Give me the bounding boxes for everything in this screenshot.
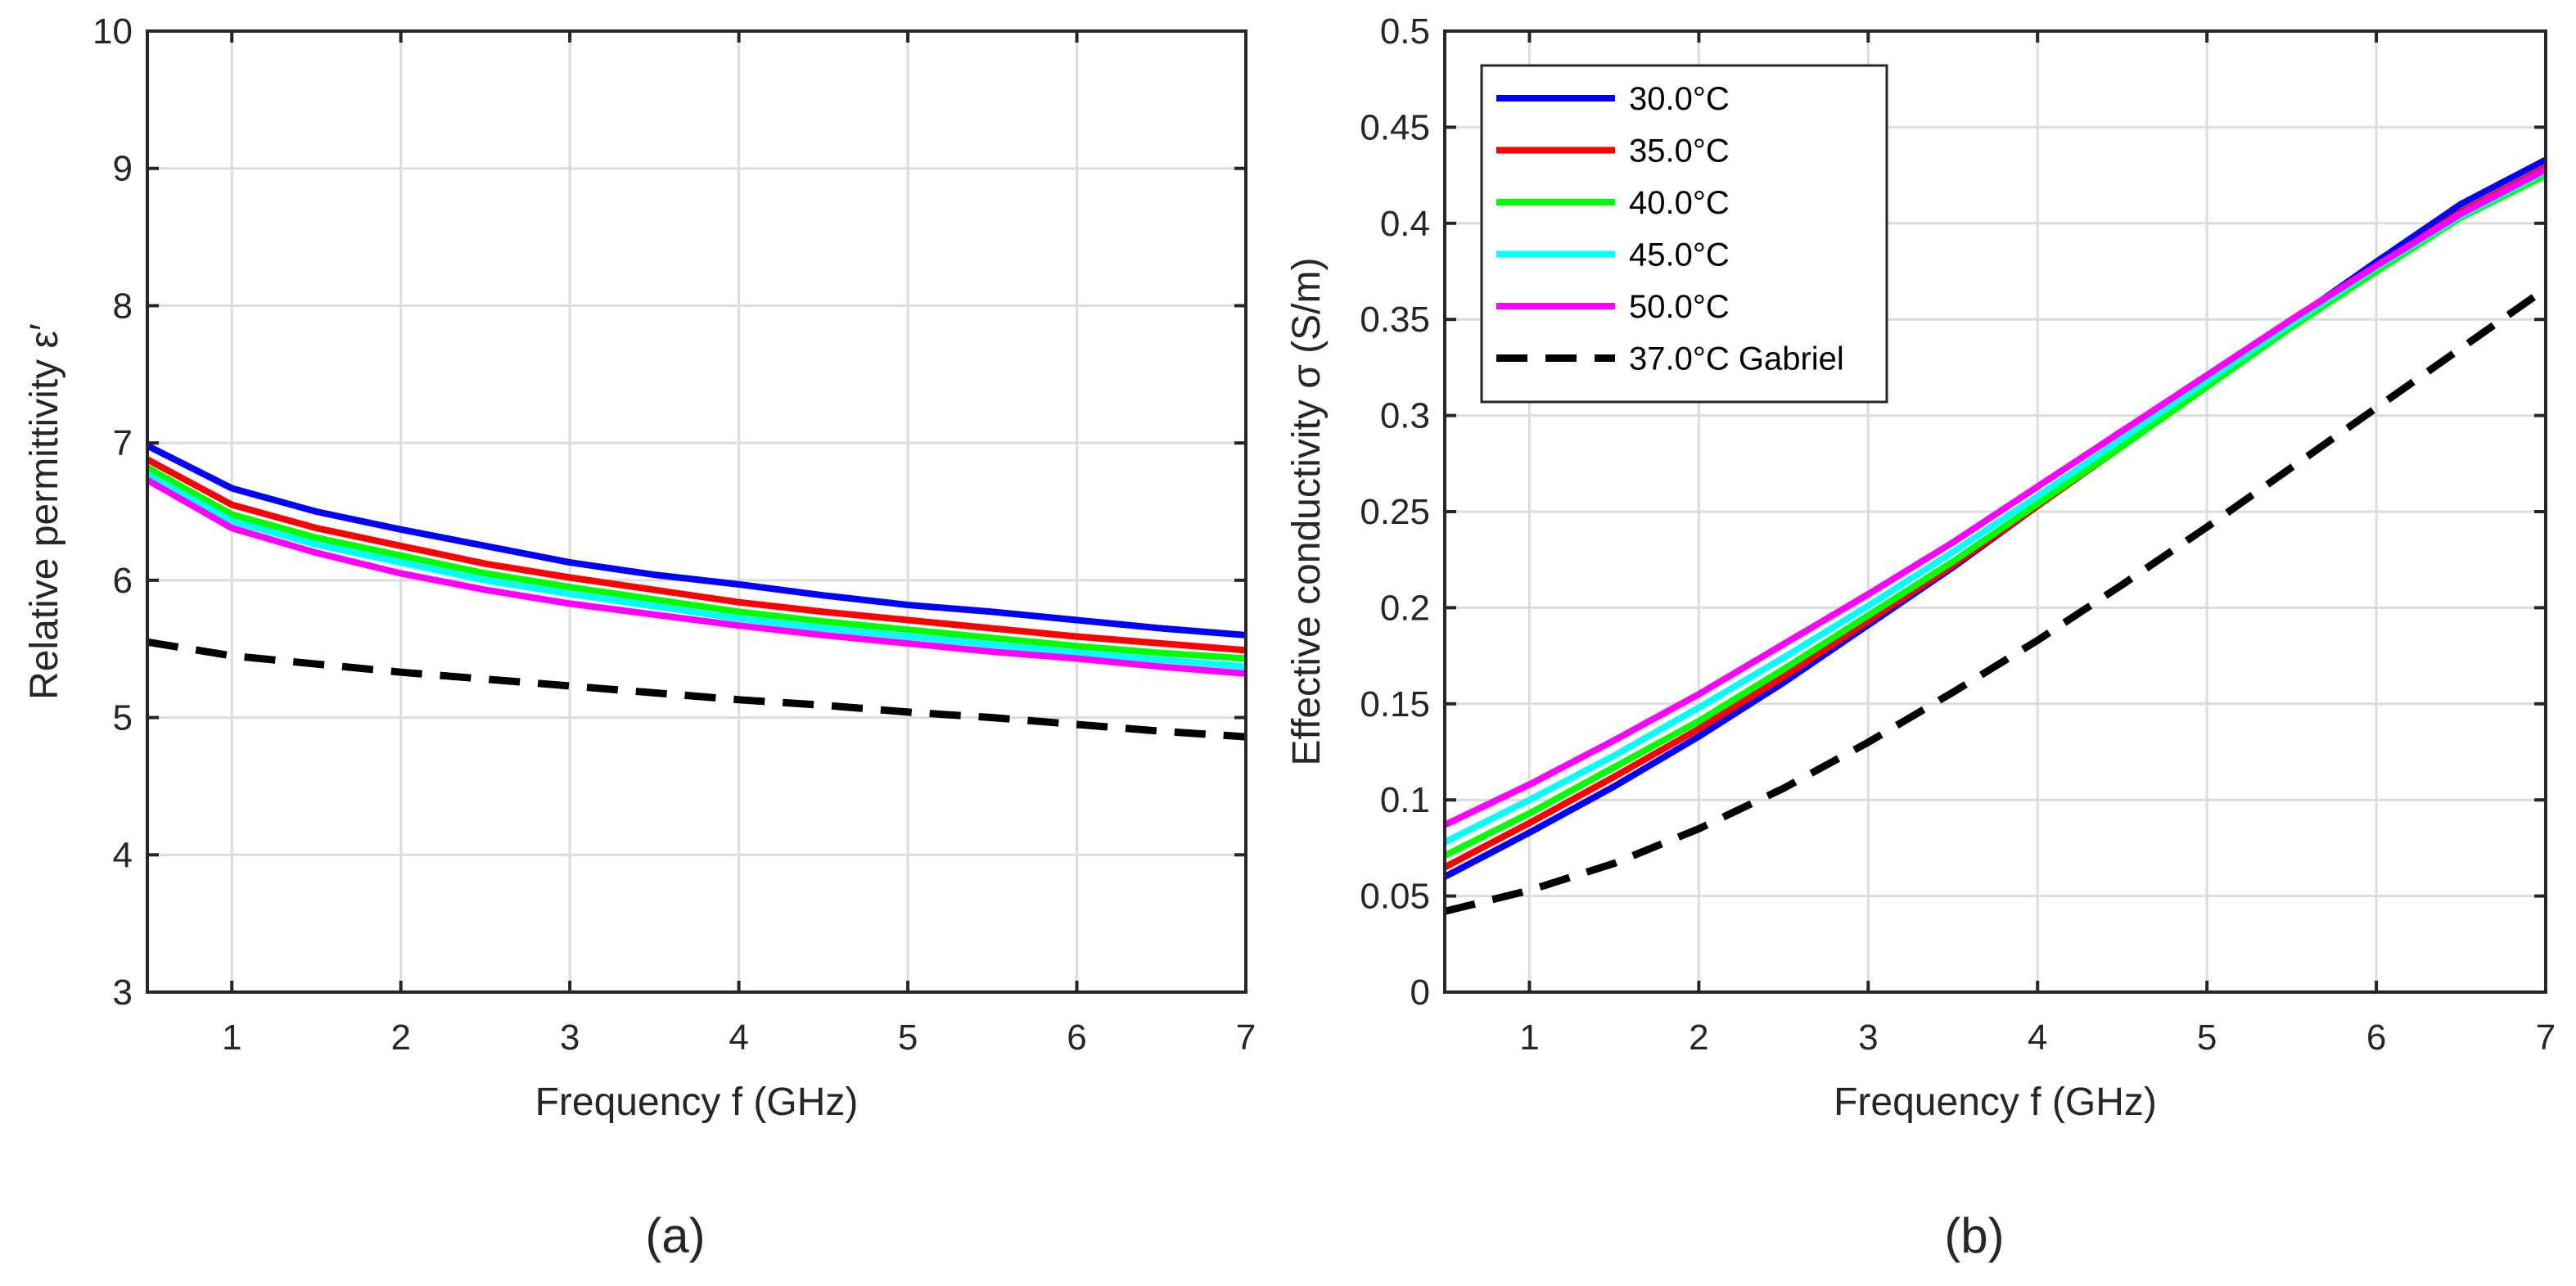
panel-a-xtick-label-2: 3 — [560, 1018, 580, 1058]
panel-a-series-5 — [147, 638, 1247, 741]
panel-b-ytick-label-4: 0.2 — [1380, 588, 1430, 628]
panel-b: 1 2 3 4 5 6 7 0 0.05 0.1 0.15 0.2 0.25 0.3 0.35 0.4 0.45… — [1285, 11, 2556, 1263]
panel-a-ytick-label-1: 4 — [113, 835, 133, 875]
panel-b-legend: 30.0°C 35.0°C 40.0°C 45.0°C 50.0°C 37.0°C Gab… — [1480, 64, 1888, 404]
panel-a-ytick-label-4: 7 — [113, 423, 133, 463]
panel-b-series-5 — [1443, 285, 2548, 915]
panel-a-series-0 — [146, 442, 1247, 638]
panel-a-series-group — [146, 442, 1247, 741]
panel-a-ytick-label-5: 8 — [113, 286, 133, 326]
panel-a-xtick-label-6: 7 — [1236, 1018, 1256, 1058]
panel-a-series-3 — [146, 472, 1247, 670]
panel-a-ylabel: Relative permittivity ε′ — [23, 323, 66, 700]
panel-b-ytick-label-9: 0.45 — [1360, 107, 1430, 147]
panel-b-xtick-label-5: 6 — [2366, 1018, 2386, 1058]
panel-b-xtick-label-2: 3 — [1858, 1018, 1878, 1058]
panel-b-ylabel: Effective conductivity σ (S/m) — [1285, 258, 1329, 766]
panel-b-series-4 — [1443, 166, 2547, 828]
panel-b-ticks: 1 2 3 4 5 6 7 0 0.05 0.1 0.15 0.2 0.25 0.3 0.35 0.4 0.45… — [1360, 11, 2556, 1058]
panel-a-ytick-label-2: 5 — [113, 698, 133, 738]
panel-b-ytick-label-2: 0.1 — [1380, 780, 1430, 820]
panel-a-ticks: 1 2 3 4 5 6 7 3 4 5 6 7 8 9 10 — [92, 11, 1256, 1058]
panel-b-legend-label-3: 45.0°C — [1629, 237, 1730, 273]
panel-a-ytick-label-7: 10 — [92, 11, 133, 52]
panel-b-ytick-label-0: 0 — [1410, 972, 1430, 1013]
panel-b-legend-label-5: 37.0°C Gabriel — [1629, 341, 1844, 377]
panel-b-ytick-label-10: 0.5 — [1380, 11, 1430, 52]
panel-a-xtick-label-1: 2 — [390, 1018, 410, 1058]
panel-b-xtick-label-0: 1 — [1519, 1018, 1539, 1058]
panel-b-ytick-label-6: 0.3 — [1380, 396, 1430, 436]
panel-a-series-1 — [146, 456, 1247, 654]
panel-b-legend-label-0: 30.0°C — [1629, 81, 1730, 117]
panel-a-ytick-label-0: 3 — [113, 972, 133, 1013]
panel-b-legend-label-1: 35.0°C — [1629, 133, 1730, 169]
panel-a-xtick-label-3: 4 — [729, 1018, 748, 1058]
panel-b-xtick-label-6: 7 — [2536, 1018, 2556, 1058]
panel-a-xtick-label-5: 6 — [1067, 1018, 1086, 1058]
panel-b-xtick-label-3: 4 — [2028, 1018, 2047, 1058]
panel-a-ytick-label-3: 6 — [113, 561, 133, 601]
panel-b-ytick-label-3: 0.15 — [1360, 684, 1430, 724]
panel-a-ytick-label-6: 9 — [113, 149, 133, 189]
panel-b-caption: (b) — [1944, 1208, 2004, 1263]
panel-b-legend-label-2: 40.0°C — [1629, 185, 1730, 221]
panel-a-grid — [147, 29, 1247, 994]
panel-b-xtick-label-4: 5 — [2197, 1018, 2217, 1058]
panel-b-series-group — [1443, 156, 2548, 915]
panel-a-xtick-label-0: 1 — [222, 1018, 241, 1058]
panel-b-xtick-label-1: 2 — [1689, 1018, 1708, 1058]
panel-b-ytick-label-1: 0.05 — [1360, 877, 1430, 917]
panel-b-ytick-label-7: 0.35 — [1360, 300, 1430, 340]
panel-a-series-4 — [146, 476, 1247, 677]
panel-a-caption: (a) — [645, 1208, 705, 1263]
panel-a: 1 2 3 4 5 6 7 3 4 5 6 7 8 9 10 Frequency f (GHz) Relat… — [23, 11, 1256, 1263]
panel-b-legend-box — [1480, 64, 1888, 404]
panel-a-xtick-label-4: 5 — [898, 1018, 918, 1058]
panel-b-legend-label-4: 50.0°C — [1629, 289, 1730, 325]
panel-a-series-2 — [146, 464, 1247, 662]
panel-a-frame — [146, 29, 1247, 994]
panel-b-ytick-label-5: 0.25 — [1360, 492, 1430, 532]
panel-b-xlabel: Frequency f (GHz) — [1834, 1081, 2157, 1124]
panel-b-ytick-label-8: 0.4 — [1380, 204, 1430, 244]
panel-a-xlabel: Frequency f (GHz) — [535, 1081, 859, 1124]
